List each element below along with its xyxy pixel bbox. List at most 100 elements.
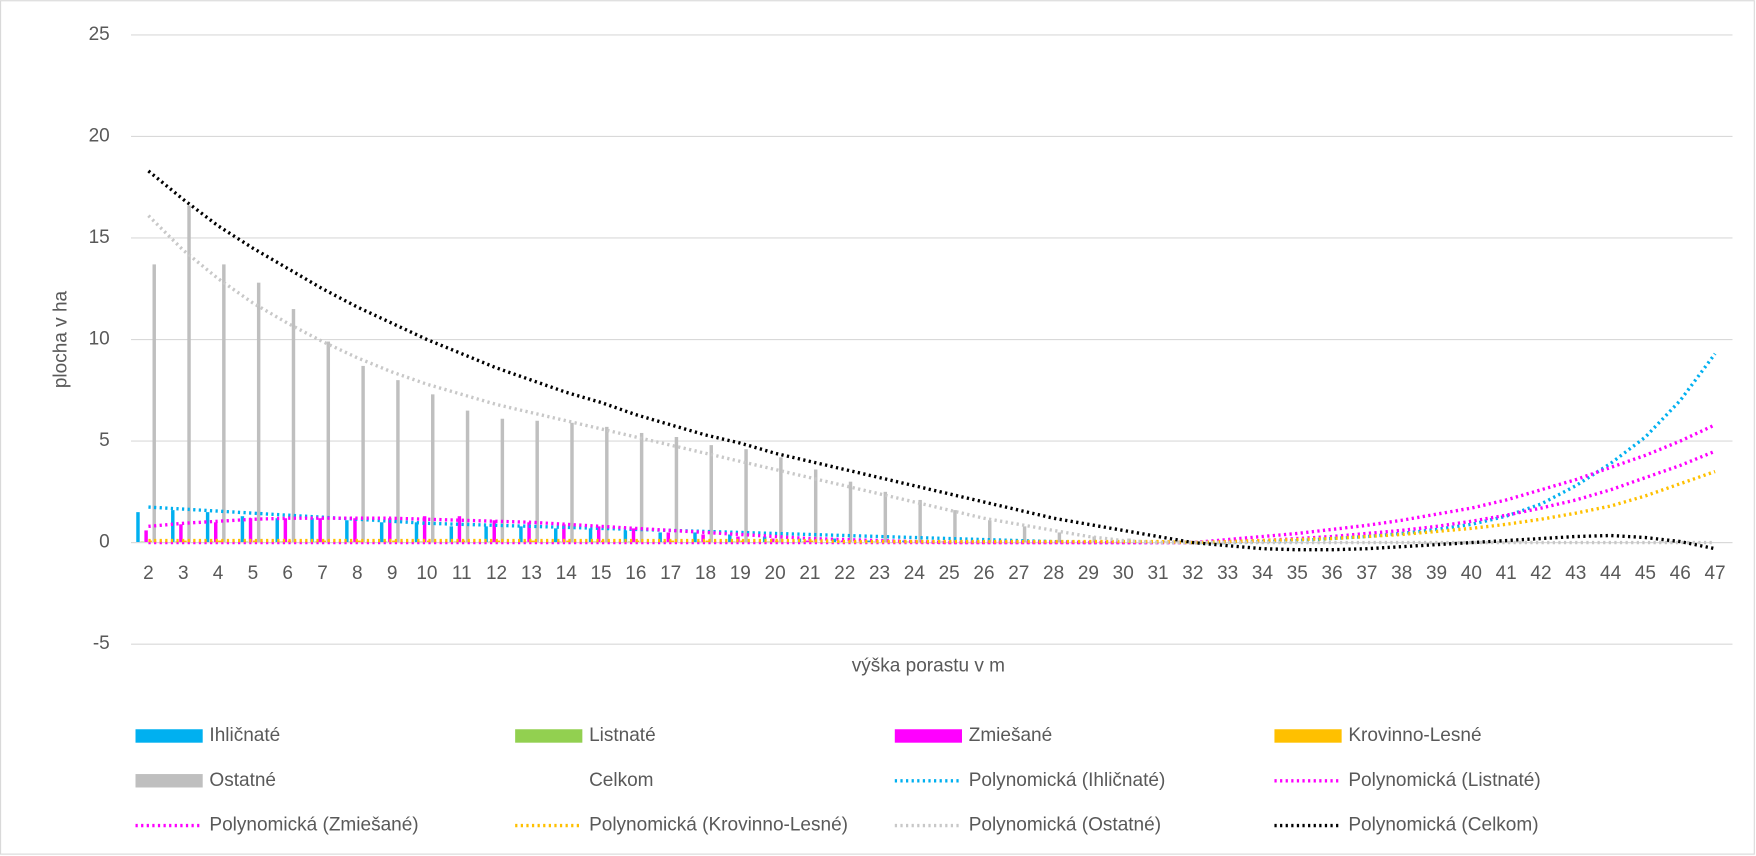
bar — [531, 540, 535, 543]
bar — [813, 469, 818, 543]
bar — [500, 418, 505, 543]
legend-label: Polynomická (Listnaté) — [1348, 770, 1540, 791]
legend-label: Ostatné — [209, 770, 276, 791]
legend-swatch — [135, 774, 203, 788]
legend-label: Krovinno-Lesné — [1348, 725, 1481, 746]
bar — [144, 530, 148, 543]
bar — [392, 540, 396, 543]
bar — [988, 520, 992, 543]
legend-label: Polynomická (Krovinno-Lesné) — [589, 815, 848, 836]
x-tick-label: 29 — [1078, 563, 1099, 584]
bar — [605, 426, 609, 543]
bar — [183, 540, 187, 543]
x-tick-label: 46 — [1670, 563, 1691, 584]
x-tick-label: 37 — [1356, 563, 1377, 584]
legend-label: Polynomická (Ihličnaté) — [969, 770, 1166, 791]
bar — [848, 481, 853, 543]
x-axis-title: výška porastu v m — [852, 656, 1005, 677]
x-tick-label: 45 — [1635, 563, 1656, 584]
bar — [414, 522, 419, 543]
legend-label: Ihličnaté — [209, 725, 280, 746]
bar — [326, 341, 331, 543]
y-axis-title: plocha v ha — [51, 290, 72, 388]
x-tick-label: 28 — [1043, 563, 1064, 584]
bar — [353, 518, 357, 543]
bar — [709, 445, 713, 543]
bar — [728, 534, 732, 543]
bar — [1057, 532, 1062, 543]
bar — [666, 532, 671, 543]
bar — [318, 518, 322, 543]
x-tick-label: 19 — [730, 563, 751, 584]
bar — [283, 518, 288, 543]
bar — [357, 540, 361, 543]
bar — [588, 528, 593, 543]
bar — [840, 540, 845, 543]
x-tick-label: 18 — [695, 563, 716, 584]
y-tick-label: 25 — [89, 24, 110, 45]
bar — [396, 380, 400, 543]
x-tick-label: 31 — [1147, 563, 1168, 584]
bar — [771, 538, 775, 543]
bar — [658, 532, 662, 543]
x-tick-label: 16 — [625, 563, 646, 584]
bar — [345, 520, 349, 543]
bar — [152, 264, 156, 543]
bar — [674, 437, 679, 543]
x-tick-label: 2 — [143, 563, 154, 584]
bar — [554, 528, 558, 543]
legend-label: Celkom — [589, 770, 653, 791]
bar — [310, 518, 314, 543]
trendline — [148, 449, 1716, 545]
bar — [744, 449, 748, 543]
bar — [867, 540, 871, 543]
x-tick-label: 6 — [282, 563, 293, 584]
x-tick-label: 43 — [1565, 563, 1586, 584]
bar — [693, 532, 697, 543]
x-tick-label: 44 — [1600, 563, 1622, 584]
bar — [361, 365, 365, 543]
x-tick-label: 34 — [1252, 563, 1274, 584]
trendline — [147, 214, 1716, 545]
bar — [535, 420, 539, 543]
bar — [214, 522, 218, 543]
bar — [291, 309, 296, 543]
trendline — [148, 469, 1716, 545]
legend-swatch — [135, 729, 203, 743]
bar — [918, 499, 922, 543]
x-tick-label: 10 — [416, 563, 437, 584]
y-tick-label: 10 — [89, 329, 110, 350]
x-tick-label: 38 — [1391, 563, 1412, 584]
x-tick-label: 7 — [317, 563, 328, 584]
x-tick-label: 3 — [178, 563, 189, 584]
x-tick-label: 12 — [486, 563, 507, 584]
bar — [218, 540, 222, 543]
bar — [527, 522, 531, 543]
bar — [248, 518, 253, 543]
bar — [379, 522, 384, 543]
legend-swatch — [515, 729, 583, 743]
bar — [179, 524, 183, 543]
x-tick-label: 35 — [1287, 563, 1308, 584]
bar — [1092, 536, 1096, 543]
bar — [1022, 526, 1027, 543]
x-tick-label: 25 — [939, 563, 960, 584]
trendline — [148, 352, 1717, 545]
bar — [240, 516, 245, 543]
x-tick-label: 33 — [1217, 563, 1238, 584]
bar — [953, 510, 957, 543]
bar — [388, 518, 392, 543]
x-tick-label: 23 — [869, 563, 890, 584]
bar — [171, 510, 175, 543]
y-tick-label: 15 — [89, 227, 110, 248]
legend-label: Listnaté — [589, 725, 656, 746]
x-tick-label: 42 — [1530, 563, 1551, 584]
x-tick-label: 13 — [521, 563, 542, 584]
bar — [779, 457, 783, 543]
bar — [205, 512, 210, 543]
bar — [566, 540, 570, 543]
x-tick-label: 22 — [834, 563, 855, 584]
bar — [562, 524, 566, 543]
